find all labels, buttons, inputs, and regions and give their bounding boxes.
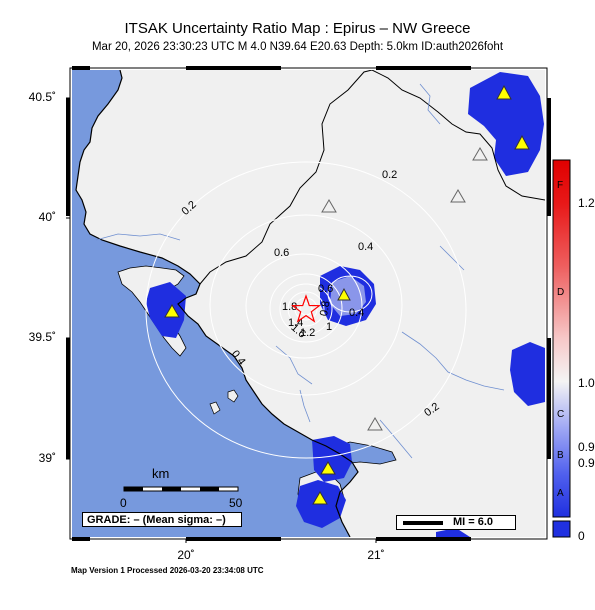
scale-tick: 50 <box>229 496 243 510</box>
ratio-contours <box>145 161 467 459</box>
lat-label: 40.5˚ <box>28 90 56 104</box>
mi-bar <box>403 521 443 525</box>
mi-legend: MI = 6.0 <box>396 515 516 530</box>
contour-label: 0.4 <box>349 307 364 319</box>
colorbar-value: 1.0 <box>578 376 595 390</box>
contour-label: 0.2 <box>382 169 397 181</box>
station-triangle <box>450 189 466 203</box>
colorbar-letter: A <box>557 488 564 499</box>
scale-title: km <box>152 466 170 481</box>
colorbar-value: 0.9 <box>578 440 595 454</box>
station-triangle <box>514 134 530 150</box>
lon-label: 21˚ <box>367 548 385 562</box>
map-subtitle: Mar 20, 2026 23:30:23 UTC M 4.0 N39.64 E… <box>91 41 504 53</box>
sea-area <box>72 70 358 537</box>
epicenter-star <box>290 294 322 323</box>
colorbar-value: 0.9 <box>578 456 595 470</box>
scale-bar <box>123 486 239 492</box>
station-triangle <box>320 461 336 475</box>
station-triangle <box>367 417 383 431</box>
colorbar-letter: B <box>557 450 564 461</box>
station-triangle <box>321 199 337 213</box>
lat-label: 39˚ <box>38 451 56 465</box>
scale-tick: 0 <box>120 496 127 510</box>
station-triangle <box>337 287 351 301</box>
colorbar-value: 1.2 <box>578 196 595 210</box>
contour-label: 0.6 <box>274 247 289 259</box>
mi-text: MI = 6.0 <box>453 516 494 528</box>
contour-label: 1.2 <box>300 327 315 339</box>
contour-label: 0.6 <box>318 283 333 295</box>
lon-label: 20˚ <box>177 548 195 562</box>
station-triangle <box>312 491 328 505</box>
contour-label: 1 <box>326 321 332 333</box>
station-markers <box>164 84 530 505</box>
contour-label: 0.8 <box>318 300 332 317</box>
station-triangle <box>472 147 488 161</box>
map-title: ITSAK Uncertainty Ratio Map : Epirus – N… <box>124 20 471 37</box>
grade-box: GRADE: – (Mean sigma: –) <box>82 512 242 527</box>
lat-label: 39.5˚ <box>28 330 56 344</box>
colorbar-letter: D <box>557 287 565 298</box>
country-border <box>199 70 373 285</box>
station-triangle <box>164 304 180 318</box>
colorbar-value: 0 <box>578 529 585 543</box>
colorbar-letter: F <box>557 180 564 191</box>
colorbar <box>552 159 571 538</box>
lat-label: 40˚ <box>38 210 56 224</box>
contour-label: 0.4 <box>358 241 373 253</box>
footer-note: Map Version 1 Processed 2026-03-20 23:34… <box>71 566 264 575</box>
contour-label: 1.8 <box>282 301 297 313</box>
colorbar-letter: C <box>557 409 565 420</box>
station-triangle <box>496 84 512 100</box>
